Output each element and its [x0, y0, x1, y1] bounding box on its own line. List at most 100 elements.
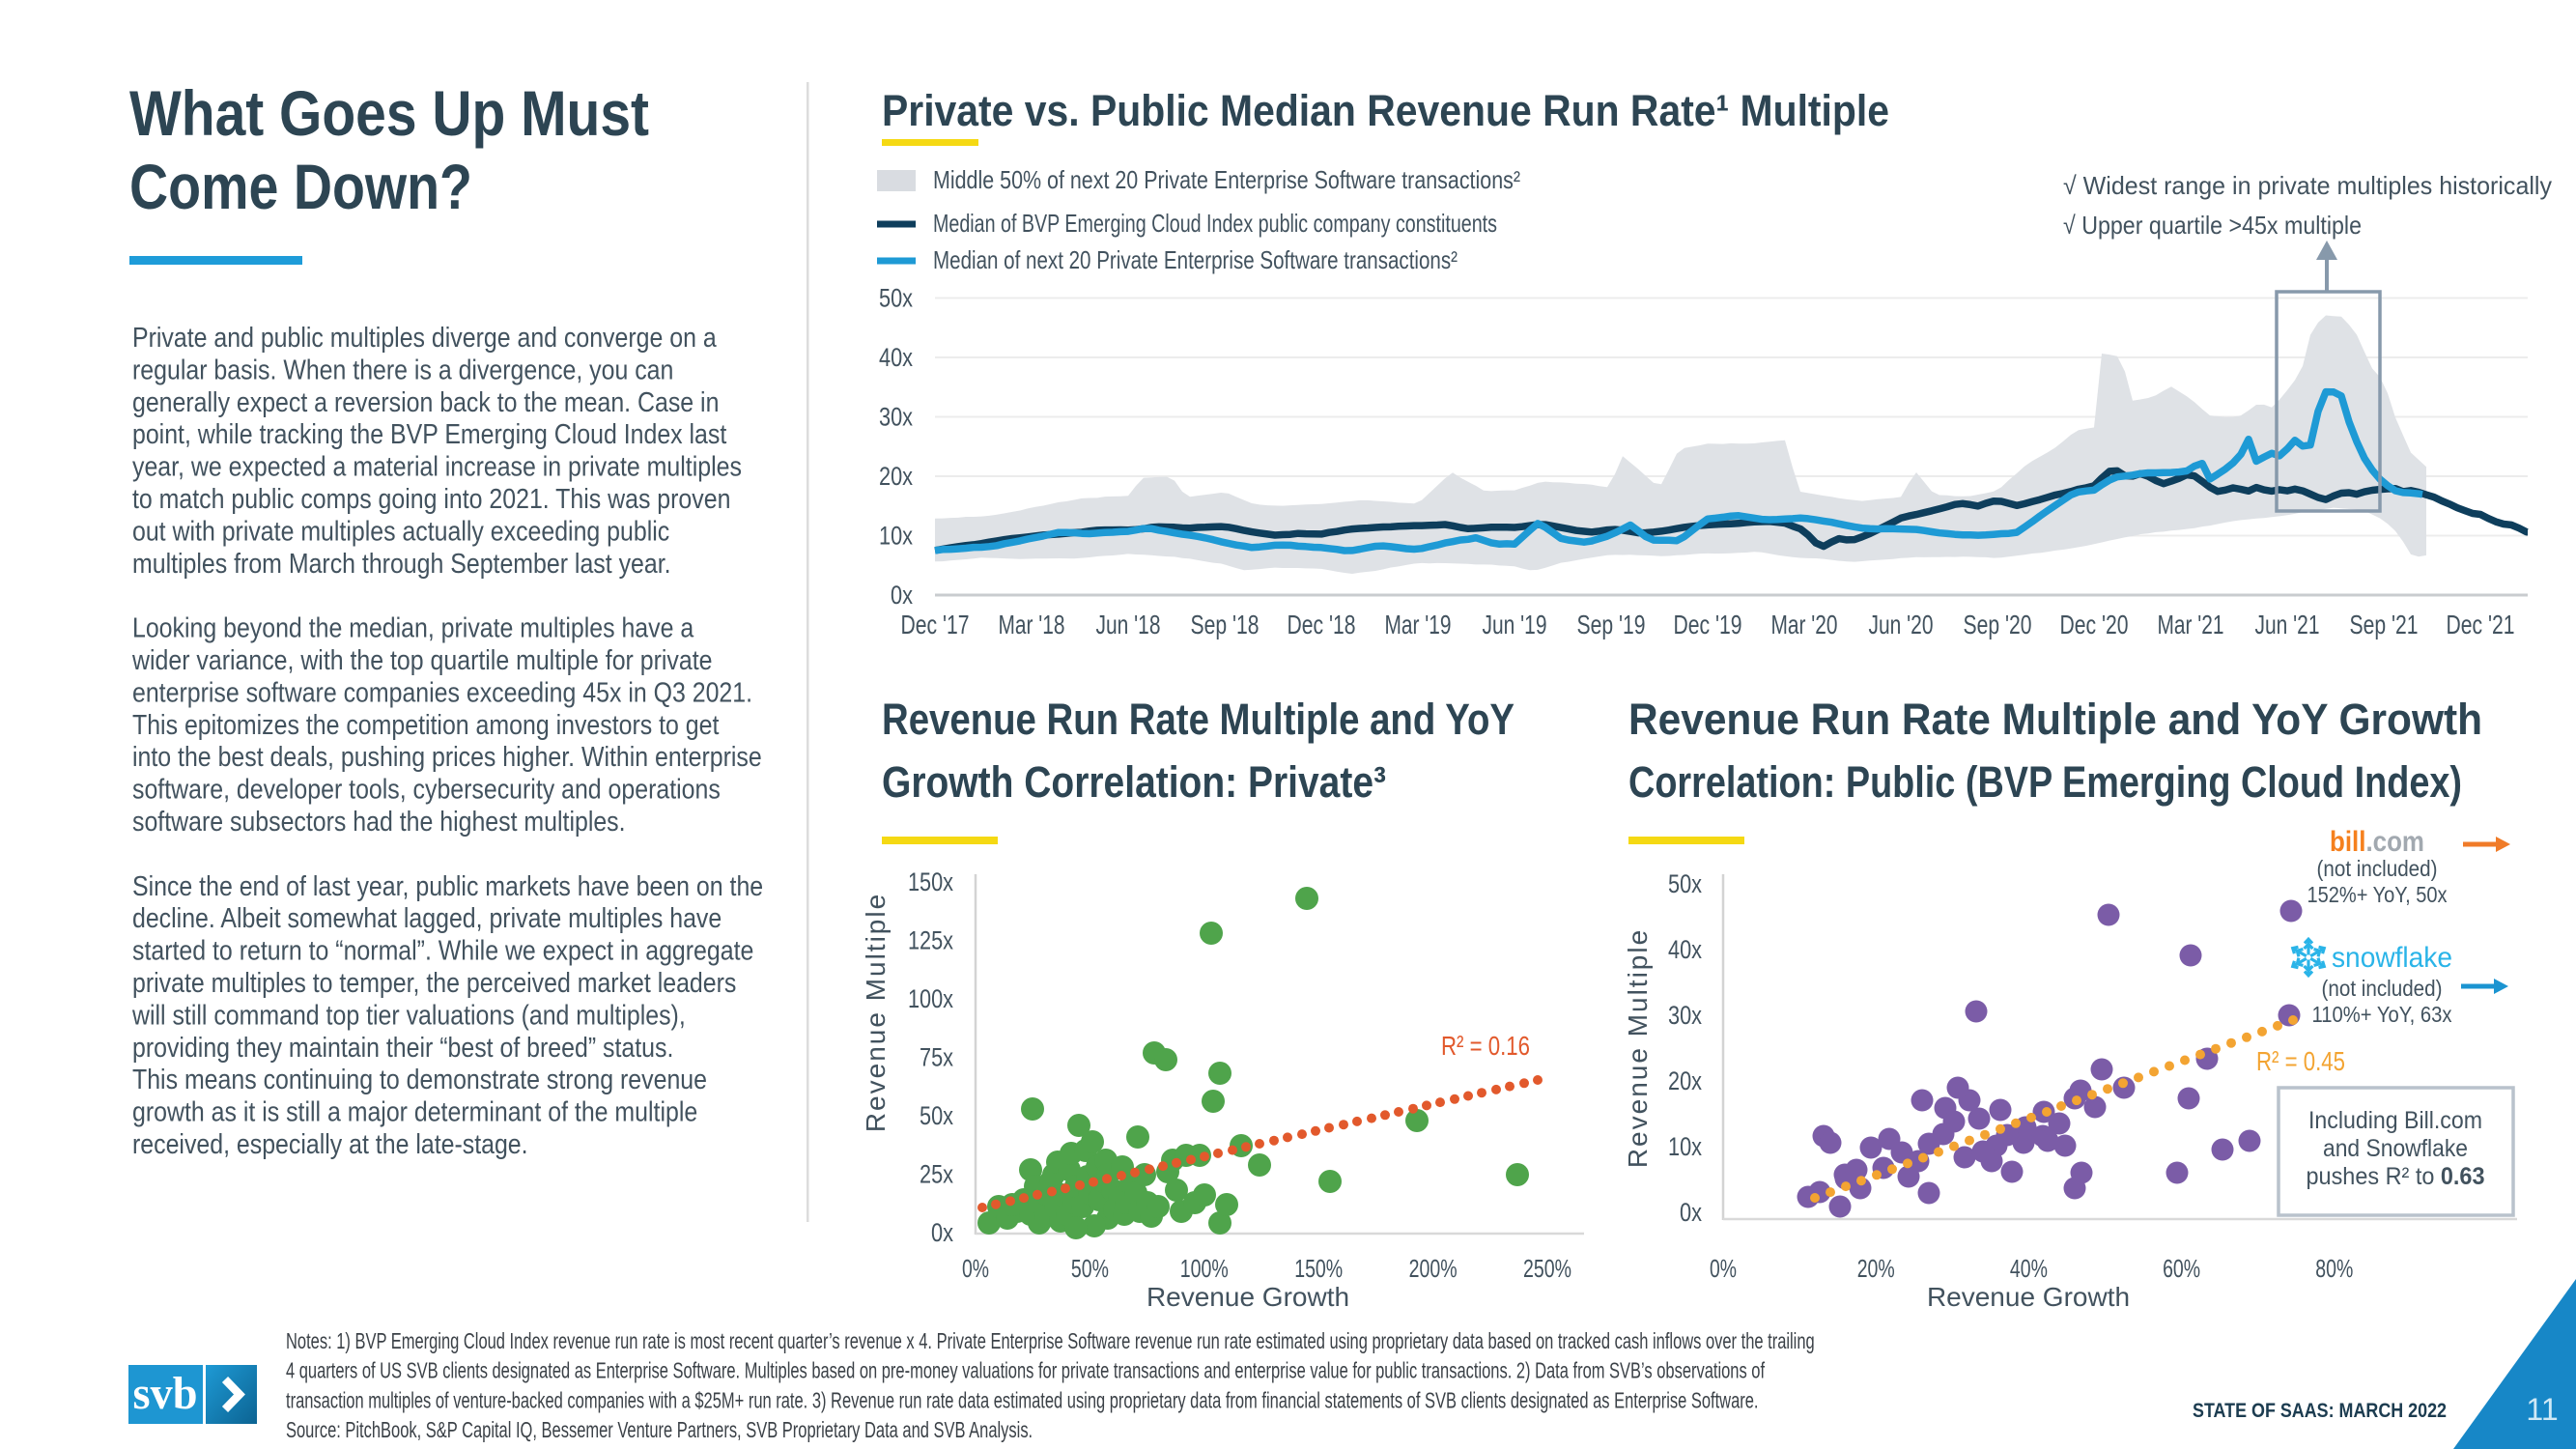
svg-text:Dec '18: Dec '18 [1288, 610, 1356, 639]
svg-text:0x: 0x [931, 1218, 953, 1247]
svg-text:Come Down?: Come Down? [129, 151, 472, 222]
svg-text:point, while tracking the BVP: point, while tracking the BVP Emerging C… [132, 418, 727, 449]
svg-text:(not included): (not included) [2317, 856, 2438, 881]
svg-text:Looking beyond the median, pri: Looking beyond the median, private multi… [132, 612, 694, 643]
svg-text:25x: 25x [920, 1160, 953, 1189]
svg-text:150x: 150x [908, 867, 953, 896]
svg-text:enterprise software companies: enterprise software companies exceeding … [132, 677, 752, 708]
svg-text:Dec '17: Dec '17 [901, 610, 970, 639]
svg-text:wider variance, with the top q: wider variance, with the top quartile mu… [131, 644, 712, 675]
svg-text:pushes R² to 0.63: pushes R² to 0.63 [2307, 1163, 2485, 1190]
svg-text:Mar '18: Mar '18 [999, 610, 1065, 639]
svg-text:20%: 20% [1857, 1254, 1895, 1283]
svg-text:11: 11 [2526, 1392, 2558, 1427]
svg-text:0x: 0x [891, 581, 913, 610]
svg-text:This epitomizes the competitio: This epitomizes the competition among in… [132, 709, 720, 740]
svg-text:50x: 50x [920, 1101, 953, 1130]
svg-text:R² = 0.45: R² = 0.45 [2256, 1046, 2345, 1076]
svg-text:private multiples to temper, t: private multiples to temper, the perceiv… [132, 967, 736, 998]
svg-text:Revenue Growth: Revenue Growth [1146, 1282, 1349, 1312]
svg-text:Sep '21: Sep '21 [2350, 610, 2419, 639]
svg-text:This means continuing to demon: This means continuing to demonstrate str… [132, 1064, 707, 1094]
svg-text:Median of next 20 Private Ente: Median of next 20 Private Enterprise Sof… [933, 245, 1458, 274]
svg-text:0x: 0x [1680, 1198, 1702, 1227]
svg-text:Sep '19: Sep '19 [1577, 610, 1646, 639]
svg-text:152%+ YoY, 50x: 152%+ YoY, 50x [2307, 882, 2448, 907]
svg-text:to match public comps going in: to match public comps going into 2021. T… [132, 483, 730, 514]
svg-text:200%: 200% [1409, 1254, 1458, 1283]
svg-text:bill.com: bill.com [2330, 826, 2424, 858]
svg-text:software, developer tools, cyb: software, developer tools, cybersecurity… [132, 774, 721, 805]
svg-text:20x: 20x [1668, 1066, 1702, 1095]
svg-text:multiples from March through S: multiples from March through September l… [132, 548, 671, 579]
svg-text:decline. Albeit somewhat lagge: decline. Albeit somewhat lagged, private… [132, 902, 722, 933]
svg-text:Private and public multiples d: Private and public multiples diverge and… [132, 322, 718, 353]
svg-text:125x: 125x [908, 926, 953, 955]
svg-text:Revenue Run Rate Multiple and: Revenue Run Rate Multiple and YoY Growth [1628, 695, 2482, 744]
svg-text:Jun '18: Jun '18 [1096, 610, 1161, 639]
svg-text:Mar '19: Mar '19 [1385, 610, 1452, 639]
svg-text:transaction multiples of ventu: transaction multiples of venture-backed … [286, 1389, 1759, 1413]
svg-text:started to return to “normal”.: started to return to “normal”. While we … [132, 935, 753, 966]
svg-text:60%: 60% [2163, 1254, 2200, 1283]
svg-text:Dec '21: Dec '21 [2447, 610, 2515, 639]
svg-text:10x: 10x [879, 522, 913, 551]
svg-text:into the best deals, pushing p: into the best deals, pushing prices high… [132, 741, 762, 772]
svg-text:0%: 0% [1710, 1254, 1737, 1283]
svg-text:Revenue Run Rate Multiple and: Revenue Run Rate Multiple and YoY [882, 695, 1514, 744]
svg-text:year, we expected a material i: year, we expected a material increase in… [132, 451, 742, 482]
svg-text:out with private multiples act: out with private multiples actually exce… [132, 516, 669, 547]
svg-text:and Snowflake: and Snowflake [2323, 1135, 2468, 1162]
svg-text:10x: 10x [1668, 1132, 1702, 1161]
svg-text:40x: 40x [1668, 935, 1702, 964]
svg-text:0%: 0% [962, 1254, 989, 1283]
svg-text:√ Widest range in private mult: √ Widest range in private multiples hist… [2063, 171, 2552, 200]
svg-text:Jun '19: Jun '19 [1483, 610, 1547, 639]
svg-text:Revenue Multiple: Revenue Multiple [1623, 928, 1653, 1168]
svg-text:STATE OF SAAS: MARCH 2022: STATE OF SAAS: MARCH 2022 [2193, 1400, 2447, 1422]
svg-text:providing they maintain their: providing they maintain their “best of b… [132, 1032, 673, 1063]
svg-text:Middle 50% of next 20 Private: Middle 50% of next 20 Private Enterprise… [933, 165, 1520, 194]
svg-text:Revenue Multiple: Revenue Multiple [861, 893, 891, 1132]
svg-text:Correlation: Public (BVP Emerg: Correlation: Public (BVP Emerging Cloud … [1628, 757, 2462, 807]
svg-text:80%: 80% [2315, 1254, 2353, 1283]
svg-text:100x: 100x [908, 984, 953, 1013]
svg-text:30x: 30x [1668, 1001, 1702, 1030]
svg-text:Sep '20: Sep '20 [1964, 610, 2032, 639]
svg-text:√ Upper quartile >45x multiple: √ Upper quartile >45x multiple [2063, 211, 2362, 240]
svg-text:150%: 150% [1294, 1254, 1343, 1283]
svg-text:snowflake: snowflake [2332, 942, 2452, 974]
svg-text:Mar '21: Mar '21 [2158, 610, 2224, 639]
svg-text:software subsectors had the hi: software subsectors had the highest mult… [132, 806, 626, 837]
svg-text:growth as it is still a major: growth as it is still a major determinan… [132, 1096, 697, 1127]
svg-text:Mar '20: Mar '20 [1771, 610, 1838, 639]
svg-text:Notes: 1) BVP Emerging Cloud I: Notes: 1) BVP Emerging Cloud Index reven… [286, 1329, 1815, 1353]
svg-text:(not included): (not included) [2322, 976, 2443, 1001]
svg-text:generally expect a reversion b: generally expect a reversion back to the… [132, 386, 719, 417]
svg-text:R² = 0.16: R² = 0.16 [1441, 1031, 1530, 1061]
svg-text:Since the end of last year, pu: Since the end of last year, public marke… [132, 870, 763, 901]
svg-text:svb: svb [133, 1368, 198, 1419]
svg-text:100%: 100% [1180, 1254, 1229, 1283]
svg-text:Jun '20: Jun '20 [1869, 610, 1934, 639]
svg-text:50x: 50x [1668, 869, 1702, 898]
svg-text:40%: 40% [2010, 1254, 2048, 1283]
svg-text:4 quarters of US SVB clients d: 4 quarters of US SVB clients designated … [286, 1359, 1765, 1383]
svg-text:40x: 40x [879, 343, 913, 372]
svg-text:50%: 50% [1071, 1254, 1109, 1283]
svg-text:Private vs. Public Median Reve: Private vs. Public Median Revenue Run Ra… [882, 86, 1889, 135]
svg-text:30x: 30x [879, 403, 913, 432]
svg-text:Sep '18: Sep '18 [1191, 610, 1260, 639]
svg-text:Revenue Growth: Revenue Growth [1927, 1282, 2130, 1312]
svg-text:75x: 75x [920, 1043, 953, 1072]
svg-text:Including Bill.com: Including Bill.com [2308, 1107, 2482, 1134]
svg-text:250%: 250% [1523, 1254, 1571, 1283]
svg-text:Growth Correlation: Private³: Growth Correlation: Private³ [882, 757, 1386, 807]
svg-text:Source: PitchBook, S&P Capital: Source: PitchBook, S&P Capital IQ, Besse… [286, 1419, 1033, 1443]
svg-text:Median of BVP Emerging Cloud I: Median of BVP Emerging Cloud Index publi… [933, 209, 1497, 238]
svg-text:Dec '20: Dec '20 [2060, 610, 2129, 639]
svg-text:110%+ YoY, 63x: 110%+ YoY, 63x [2312, 1002, 2452, 1027]
svg-text:50x: 50x [879, 284, 913, 313]
svg-text:received, especially at the la: received, especially at the late-stage. [132, 1128, 528, 1159]
svg-text:will still command top tier va: will still command top tier valuations (… [131, 1000, 686, 1031]
